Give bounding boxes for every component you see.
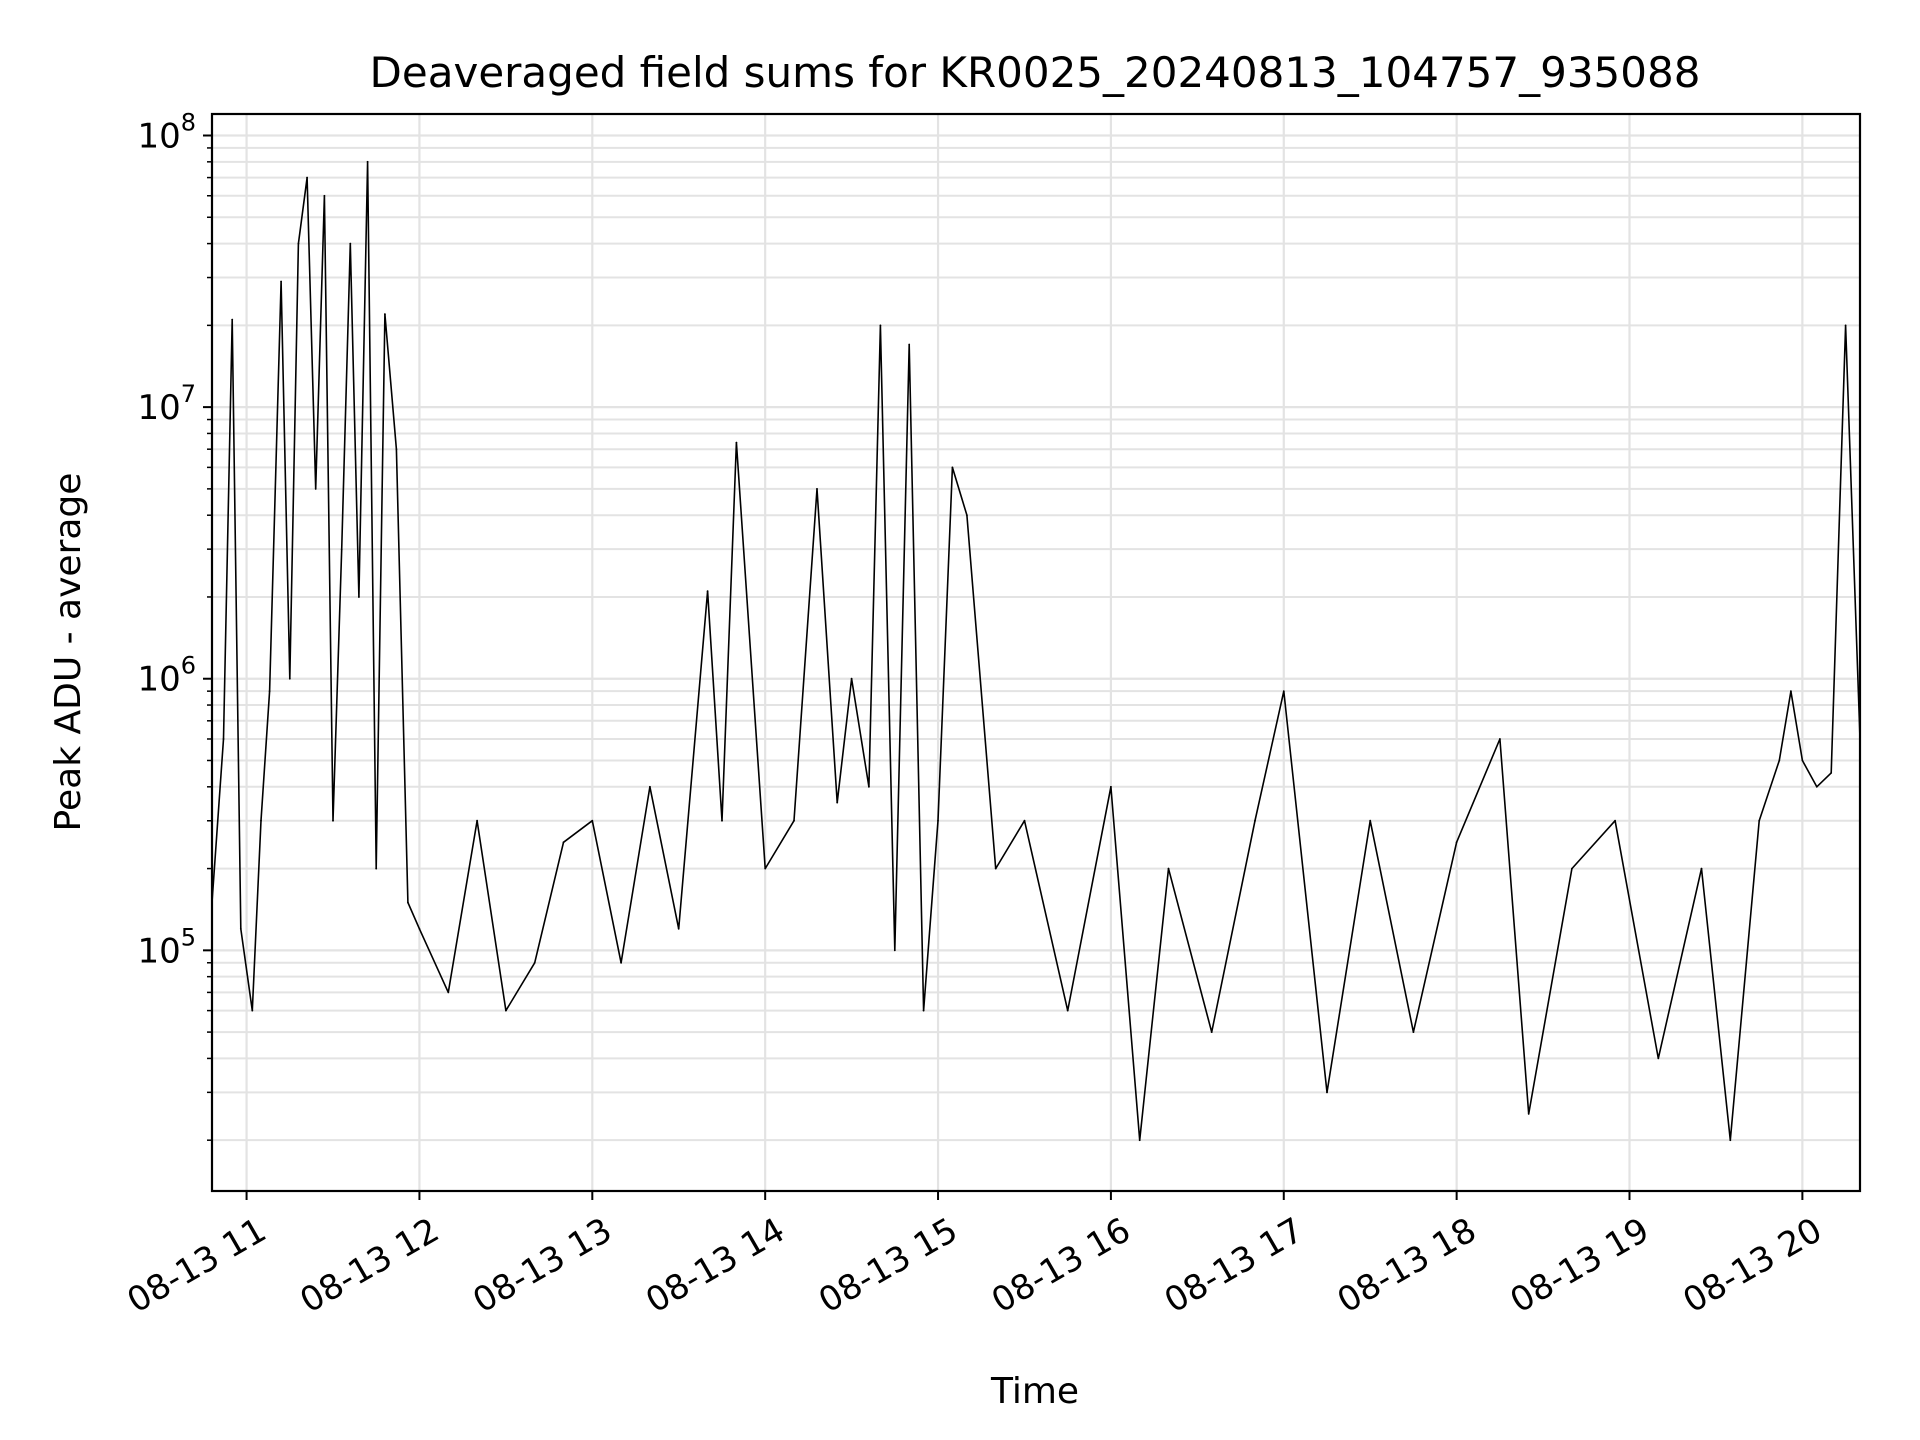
data-point [951,466,954,469]
series-layer [211,160,1861,1142]
grid [212,114,1860,1191]
data-point [306,176,308,179]
data-point [297,242,300,245]
data-point [1527,1113,1530,1115]
data-point [533,961,536,964]
data-point [222,738,225,740]
data-point [418,927,421,930]
data-point [1815,785,1818,788]
y-axis-label: Peak ADU - average [48,473,89,832]
data-point [1778,759,1781,762]
data-point [314,488,317,490]
data-point [893,949,896,952]
data-point [677,927,680,930]
y-axis-ticks: 105 106 107 108 [137,109,212,1141]
data-point [375,867,378,870]
y-tick-label: 107 [137,380,196,428]
data-point [1801,759,1804,762]
data-point [1758,819,1761,822]
data-point [340,548,343,550]
data-point [288,677,291,680]
data-point [395,448,398,451]
data-point [1210,1031,1213,1033]
data-point [836,801,839,804]
data-point [1499,738,1501,740]
data-point [1700,867,1703,870]
data-point [649,785,651,788]
data-point [1455,841,1458,844]
data-point [323,194,326,197]
data-point [1326,1091,1328,1094]
data-point [231,318,234,321]
data-point [994,867,997,870]
data-point [280,280,282,283]
data-point [721,819,723,822]
data-point [1790,690,1792,693]
data-point [251,1009,254,1012]
data-point [358,596,360,598]
data-point [1369,819,1372,822]
data-point [1066,1009,1069,1012]
data-point [1412,1031,1415,1033]
data-point [1023,819,1026,822]
x-axis-label: Time [990,1371,1079,1412]
data-point [1614,819,1616,822]
data-point [868,785,870,788]
data-point [1729,1139,1732,1142]
data-point [268,690,271,693]
data-point [1657,1057,1660,1060]
data-point [476,819,478,822]
series-line [211,161,1861,1141]
data-point [793,819,795,822]
data-point [620,961,622,964]
data-point [966,514,968,517]
data-point [816,488,818,490]
data-point [764,867,767,870]
data-point [349,242,352,245]
data-point [706,590,709,593]
y-tick-label: 106 [137,652,196,700]
y-tick-label: 108 [137,109,196,157]
data-point [1282,690,1285,693]
data-point [1110,785,1112,788]
data-point [239,927,242,930]
data-point [591,819,594,822]
plot-frame [210,112,1862,1193]
data-point [1138,1139,1141,1142]
data-point [505,1009,507,1012]
data-point [332,819,334,822]
data-point [1844,324,1847,327]
data-point [735,441,738,444]
data-point [937,819,939,822]
data-point [384,313,386,315]
data-point [407,901,409,904]
data-point [922,1009,925,1012]
data-point [908,343,911,346]
data-point [366,160,369,163]
data-point [879,324,882,327]
data-point [447,991,450,994]
data-point [562,841,565,844]
data-point [260,819,262,822]
data-point [1830,772,1833,774]
data-point [1254,819,1256,822]
chart-title: Deaveraged field sums for KR0025_2024081… [370,48,1701,97]
data-point [850,677,853,680]
data-point [1571,867,1573,870]
y-tick-label: 105 [137,923,196,971]
data-point [1167,867,1170,870]
